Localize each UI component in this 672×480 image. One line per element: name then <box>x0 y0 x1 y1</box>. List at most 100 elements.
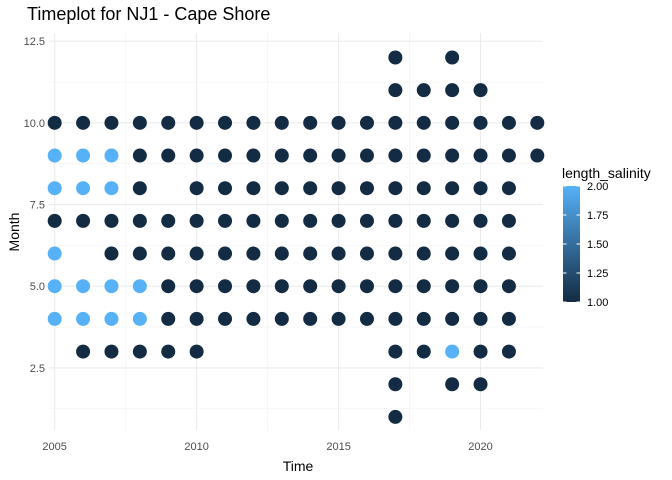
data-point <box>388 83 403 98</box>
data-point <box>274 148 289 163</box>
data-point <box>76 148 91 163</box>
x-tick-label: 2015 <box>326 441 350 453</box>
data-point <box>76 279 91 294</box>
data-point <box>501 115 516 130</box>
legend: length_salinity 1.00 1.25 1.50 1.75 2.00 <box>562 165 651 309</box>
data-point <box>76 115 91 130</box>
data-point <box>388 115 403 130</box>
data-point <box>359 148 374 163</box>
data-point <box>445 377 460 392</box>
legend-colorbar <box>563 186 580 302</box>
data-point <box>218 246 233 261</box>
data-point <box>388 279 403 294</box>
data-point <box>359 115 374 130</box>
data-point <box>473 246 488 261</box>
data-point <box>218 148 233 163</box>
data-point <box>473 344 488 359</box>
data-point <box>359 181 374 196</box>
data-point <box>104 279 119 294</box>
data-point <box>47 148 62 163</box>
data-point <box>189 213 204 228</box>
x-tick-label: 2020 <box>468 441 492 453</box>
data-point <box>416 213 431 228</box>
y-tick-label: 7.5 <box>30 200 45 212</box>
data-point <box>189 311 204 326</box>
data-point <box>501 311 516 326</box>
data-point <box>473 83 488 98</box>
data-point <box>501 279 516 294</box>
data-point <box>274 213 289 228</box>
data-point <box>501 344 516 359</box>
data-point <box>218 311 233 326</box>
data-point <box>416 279 431 294</box>
data-point <box>132 311 147 326</box>
data-point <box>388 311 403 326</box>
data-point <box>189 279 204 294</box>
data-point <box>161 148 176 163</box>
data-point <box>445 246 460 261</box>
data-point <box>473 213 488 228</box>
data-point <box>246 279 261 294</box>
y-axis-ticks: 2.5 5.0 7.5 10.0 12.5 <box>24 36 45 375</box>
data-point <box>445 279 460 294</box>
data-point <box>445 50 460 65</box>
data-point <box>274 311 289 326</box>
data-point <box>246 213 261 228</box>
data-point <box>303 181 318 196</box>
y-axis-title: Month <box>6 213 22 252</box>
data-point <box>189 148 204 163</box>
data-point <box>218 279 233 294</box>
x-tick-label: 2010 <box>184 441 208 453</box>
data-point <box>416 311 431 326</box>
data-point <box>303 279 318 294</box>
data-point <box>416 115 431 130</box>
data-point <box>501 148 516 163</box>
data-point <box>388 246 403 261</box>
data-point <box>47 246 62 261</box>
data-point <box>445 181 460 196</box>
data-point <box>501 246 516 261</box>
data-point <box>416 148 431 163</box>
data-point <box>218 213 233 228</box>
legend-tick-label: 2.00 <box>587 181 608 193</box>
data-point <box>132 279 147 294</box>
data-point <box>501 181 516 196</box>
data-point <box>47 279 62 294</box>
data-point <box>246 115 261 130</box>
data-point <box>416 181 431 196</box>
data-point <box>388 377 403 392</box>
data-point <box>331 213 346 228</box>
data-point <box>445 115 460 130</box>
data-point <box>274 279 289 294</box>
data-point <box>359 213 374 228</box>
data-point <box>76 213 91 228</box>
data-point <box>189 344 204 359</box>
legend-tick-label: 1.25 <box>587 268 608 280</box>
data-point <box>473 181 488 196</box>
data-point <box>445 148 460 163</box>
data-point <box>132 246 147 261</box>
data-point <box>161 311 176 326</box>
data-point <box>445 311 460 326</box>
data-point <box>359 279 374 294</box>
data-point <box>416 344 431 359</box>
data-point <box>445 83 460 98</box>
data-point <box>473 115 488 130</box>
data-point <box>161 344 176 359</box>
data-point <box>189 246 204 261</box>
data-point <box>473 311 488 326</box>
data-point <box>189 181 204 196</box>
data-point <box>76 181 91 196</box>
y-tick-label: 5.0 <box>30 281 45 293</box>
x-axis-ticks: 2005 2010 2015 2020 <box>42 441 492 453</box>
data-point <box>47 181 62 196</box>
data-point <box>104 213 119 228</box>
data-point <box>76 344 91 359</box>
data-point <box>303 115 318 130</box>
legend-title: length_salinity <box>562 165 651 181</box>
data-point <box>274 115 289 130</box>
data-point <box>530 115 545 130</box>
data-point <box>359 311 374 326</box>
data-point <box>331 181 346 196</box>
